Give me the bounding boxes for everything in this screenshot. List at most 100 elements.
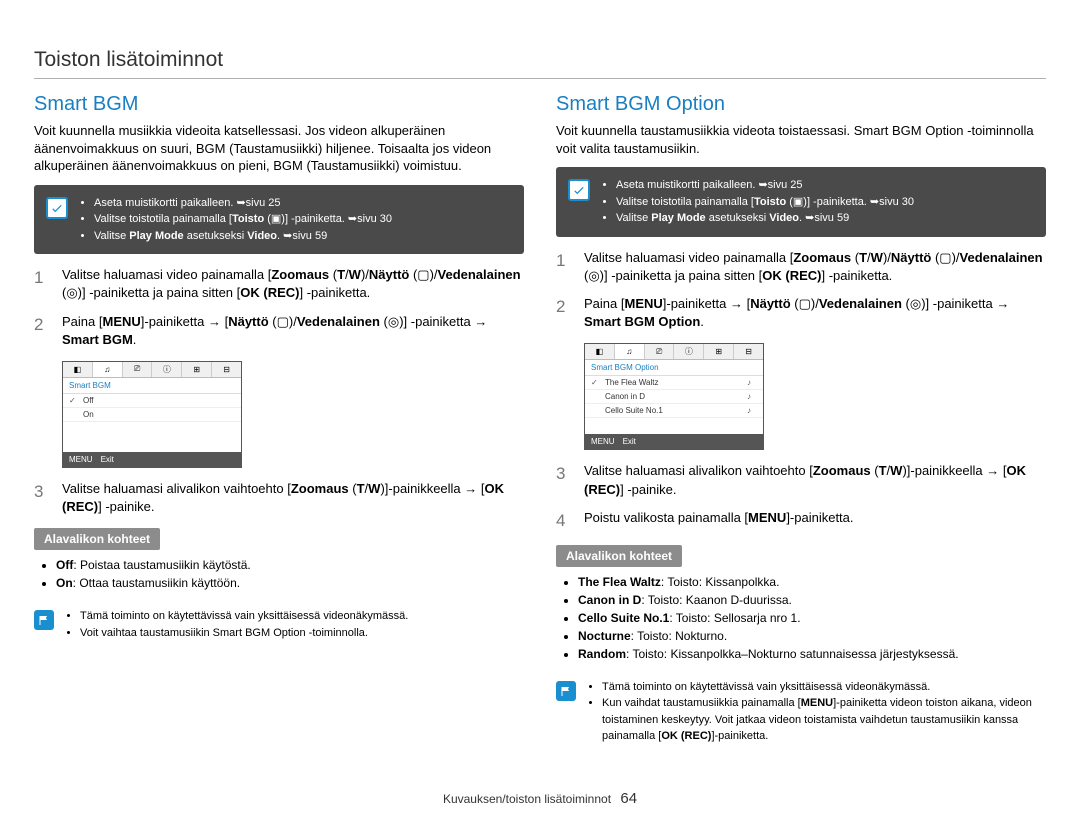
page-footer: Kuvauksen/toiston lisätoiminnot 64 <box>0 790 1080 807</box>
right-notes: Tämä toiminto on käytettävissä vain yksi… <box>586 679 1046 745</box>
mock-row-label: Off <box>83 396 235 405</box>
left-prereq-list: Aseta muistikortti paikalleen. ➥sivu 25 … <box>78 195 392 245</box>
tab-icon: ⊞ <box>182 362 212 377</box>
mock-header: Smart BGM <box>63 378 241 394</box>
check-icon <box>568 179 590 201</box>
step-text: Valitse haluamasi alivalikon vaihtoehto … <box>584 462 1046 498</box>
list-item: Valitse Play Mode asetukseksi Video. ➥si… <box>616 210 914 227</box>
music-icon: ♪ <box>747 378 757 387</box>
mock-header: Smart BGM Option <box>585 360 763 376</box>
mock-row: On <box>63 408 241 422</box>
step-number: 1 <box>34 266 50 302</box>
tab-icon: ♫ <box>93 362 123 377</box>
right-heading: Smart BGM Option <box>556 93 1046 116</box>
step-number: 3 <box>34 480 50 516</box>
step-text: Valitse haluamasi video painamalla [Zoom… <box>62 266 524 302</box>
list-item: Aseta muistikortti paikalleen. ➥sivu 25 <box>616 177 914 194</box>
right-prereq-box: Aseta muistikortti paikalleen. ➥sivu 25 … <box>556 167 1046 237</box>
mock-menu-label: MENU <box>69 455 93 464</box>
check-icon <box>46 197 68 219</box>
right-menu-mock: ◧ ♫ ⎚ ⓘ ⊞ ⊟ Smart BGM Option ✓ The Flea … <box>584 343 764 450</box>
tab-icon: ⎚ <box>123 362 153 377</box>
mock-tab-bar: ◧ ♫ ⎚ ⓘ ⊞ ⊟ <box>585 344 763 360</box>
right-subitems: The Flea Waltz: Toisto: Kissanpolkka. Ca… <box>556 573 1046 663</box>
left-subhead: Alavalikon kohteet <box>34 528 160 550</box>
mock-row-label: On <box>83 410 235 419</box>
content-columns: Smart BGM Voit kuunnella musiikkia video… <box>34 93 1046 749</box>
list-item: On: Ottaa taustamusiikin käyttöön. <box>56 574 524 592</box>
right-notebox: Tämä toiminto on käytettävissä vain yksi… <box>556 675 1046 749</box>
mock-row-label: Cello Suite No.1 <box>605 406 743 415</box>
mock-row: Canon in D ♪ <box>585 390 763 404</box>
mock-exit-label: Exit <box>101 455 114 464</box>
step-text: Paina [MENU]-painiketta → [Näyttö (▢)/Ve… <box>62 313 524 349</box>
right-steps: 1 Valitse haluamasi video painamalla [Zo… <box>556 249 1046 332</box>
step-2: 2 Paina [MENU]-painiketta → [Näyttö (▢)/… <box>34 313 524 349</box>
step-1: 1 Valitse haluamasi video painamalla [Zo… <box>34 266 524 302</box>
step-text: Valitse haluamasi alivalikon vaihtoehto … <box>62 480 524 516</box>
check-icon: ✓ <box>591 378 601 387</box>
step-number: 1 <box>556 249 572 285</box>
list-item: Aseta muistikortti paikalleen. ➥sivu 25 <box>94 195 392 212</box>
mock-row: ✓ Off <box>63 394 241 408</box>
mock-row-label: The Flea Waltz <box>605 378 743 387</box>
tab-icon: ⎚ <box>645 344 675 359</box>
mock-footer: MENU Exit <box>63 452 241 467</box>
list-item: Random: Toisto: Kissanpolkka–Nokturno sa… <box>578 645 1046 663</box>
list-item: Valitse toistotila painamalla [Toisto (▣… <box>616 194 914 211</box>
right-subhead: Alavalikon kohteet <box>556 545 682 567</box>
note-icon <box>556 681 576 701</box>
left-notebox: Tämä toiminto on käytettävissä vain yksi… <box>34 604 524 645</box>
tab-icon: ⊟ <box>734 344 763 359</box>
left-steps-cont: 3 Valitse haluamasi alivalikon vaihtoeht… <box>34 480 524 516</box>
tab-icon: ⊞ <box>704 344 734 359</box>
footer-page-number: 64 <box>620 790 637 807</box>
check-icon: ✓ <box>69 396 79 405</box>
step-4: 4 Poistu valikosta painamalla [MENU]-pai… <box>556 509 1046 533</box>
left-menu-mock: ◧ ♫ ⎚ ⓘ ⊞ ⊟ Smart BGM ✓ Off On MENU Exit <box>62 361 242 468</box>
mock-footer: MENU Exit <box>585 434 763 449</box>
left-intro: Voit kuunnella musiikkia videoita katsel… <box>34 122 524 175</box>
mock-row: ✓ The Flea Waltz ♪ <box>585 376 763 390</box>
step-3: 3 Valitse haluamasi alivalikon vaihtoeht… <box>34 480 524 516</box>
left-heading: Smart BGM <box>34 93 524 116</box>
list-item: Tämä toiminto on käytettävissä vain yksi… <box>602 679 1046 696</box>
list-item: Nocturne: Toisto: Nokturno. <box>578 627 1046 645</box>
page-title: Toiston lisätoiminnot <box>34 48 1046 79</box>
list-item: Voit vaihtaa taustamusiikin Smart BGM Op… <box>80 625 524 642</box>
mock-row-label: Canon in D <box>605 392 743 401</box>
right-steps-cont: 3 Valitse haluamasi alivalikon vaihtoeht… <box>556 462 1046 532</box>
step-2: 2 Paina [MENU]-painiketta → [Näyttö (▢)/… <box>556 295 1046 331</box>
step-text: Valitse haluamasi video painamalla [Zoom… <box>584 249 1046 285</box>
left-steps: 1 Valitse haluamasi video painamalla [Zo… <box>34 266 524 349</box>
tab-icon: ⊟ <box>212 362 241 377</box>
mock-exit-label: Exit <box>623 437 636 446</box>
tab-icon: ◧ <box>585 344 615 359</box>
mock-row: Cello Suite No.1 ♪ <box>585 404 763 418</box>
tab-icon: ⓘ <box>152 362 182 377</box>
music-icon: ♪ <box>747 392 757 401</box>
left-subitems: Off: Poistaa taustamusiikin käytöstä. On… <box>34 556 524 592</box>
step-number: 4 <box>556 509 572 533</box>
step-1: 1 Valitse haluamasi video painamalla [Zo… <box>556 249 1046 285</box>
step-number: 3 <box>556 462 572 498</box>
left-prereq-box: Aseta muistikortti paikalleen. ➥sivu 25 … <box>34 185 524 255</box>
list-item: Valitse Play Mode asetukseksi Video. ➥si… <box>94 228 392 245</box>
mock-tab-bar: ◧ ♫ ⎚ ⓘ ⊞ ⊟ <box>63 362 241 378</box>
step-number: 2 <box>34 313 50 349</box>
footer-label: Kuvauksen/toiston lisätoiminnot <box>443 792 611 806</box>
tab-icon: ⓘ <box>674 344 704 359</box>
right-intro: Voit kuunnella taustamusiikkia videota t… <box>556 122 1046 157</box>
tab-icon: ◧ <box>63 362 93 377</box>
list-item: Off: Poistaa taustamusiikin käytöstä. <box>56 556 524 574</box>
note-icon <box>34 610 54 630</box>
list-item: The Flea Waltz: Toisto: Kissanpolkka. <box>578 573 1046 591</box>
right-prereq-list: Aseta muistikortti paikalleen. ➥sivu 25 … <box>600 177 914 227</box>
step-number: 2 <box>556 295 572 331</box>
list-item: Cello Suite No.1: Toisto: Sellosarja nro… <box>578 609 1046 627</box>
right-column: Smart BGM Option Voit kuunnella taustamu… <box>556 93 1046 749</box>
music-icon: ♪ <box>747 406 757 415</box>
left-notes: Tämä toiminto on käytettävissä vain yksi… <box>64 608 524 641</box>
list-item: Tämä toiminto on käytettävissä vain yksi… <box>80 608 524 625</box>
step-3: 3 Valitse haluamasi alivalikon vaihtoeht… <box>556 462 1046 498</box>
